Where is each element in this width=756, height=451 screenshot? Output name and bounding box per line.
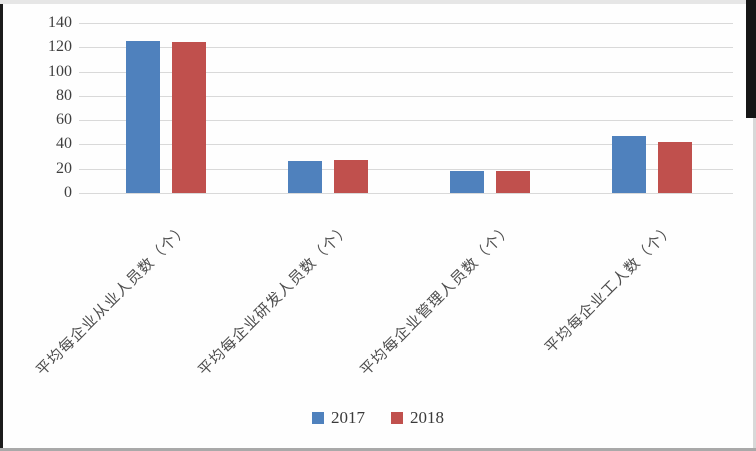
gridline [79,193,733,194]
bar-2018-cat3 [496,171,530,193]
image-border-bottom [0,448,756,451]
bar-2017-cat3 [450,171,484,193]
y-tick-label: 20 [56,159,72,177]
y-tick-label: 140 [48,14,72,31]
legend-swatch-2018 [391,412,403,424]
legend-swatch-2017 [312,412,324,424]
y-tick-label: 100 [48,62,72,80]
y-tick-label: 40 [56,135,72,153]
bar-2017-cat2 [288,161,322,193]
y-tick-label: 60 [56,111,72,129]
gridline [79,168,733,170]
bar-2018-cat2 [334,160,368,193]
x-category-label: 平均每企业研发人员数（个） [195,220,355,380]
image-border-right [753,118,756,451]
y-tick-label: 80 [56,86,72,104]
legend-label: 2017 [331,408,365,427]
x-category-label: 平均每企业管理人员数（个） [357,220,517,380]
bar-2018-cat4 [658,142,692,193]
image-border-left [0,0,3,451]
gridline [79,23,733,24]
gridline [79,71,733,73]
y-tick-label: 0 [64,184,72,201]
x-category-label: 平均每企业工人数（个） [542,220,679,357]
bar-2018-cat1 [172,42,206,193]
bar-2017-cat1 [126,41,160,193]
legend-item-2017: 2017 [312,408,365,428]
legend: 2017 2018 [0,408,756,428]
image-border-right-top [746,0,756,118]
gridline [79,120,733,122]
gridline [79,144,733,146]
x-category-label: 平均每企业从业人员数（个） [33,220,193,380]
y-tick-label: 120 [48,38,72,56]
gridline [79,95,733,97]
legend-label: 2018 [410,408,444,427]
legend-item-2018: 2018 [391,408,444,428]
gridline [79,47,733,49]
bar-2017-cat4 [612,135,646,193]
image-border-top [0,0,756,4]
